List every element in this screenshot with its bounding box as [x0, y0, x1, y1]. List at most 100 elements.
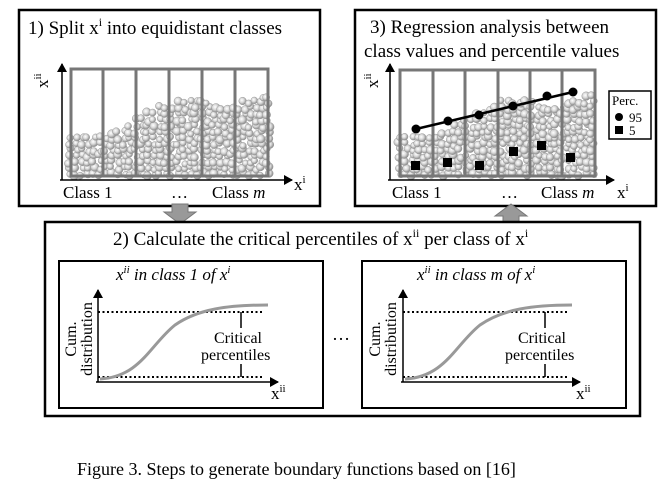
x-axis-label: xii [576, 383, 591, 403]
panel-regression: 3) Regression analysis between class val… [353, 8, 658, 208]
scatter-dot [226, 117, 234, 125]
scatter-dot [244, 123, 253, 132]
cdf-curve [99, 303, 269, 381]
class-last-label: Class m [541, 183, 594, 202]
scatter-dot [124, 122, 132, 130]
scatter-dot [250, 96, 258, 105]
scatter-dot [586, 109, 595, 118]
scatter-dot [180, 98, 188, 107]
scatter-dot [237, 115, 247, 125]
scatter-dot [172, 140, 181, 149]
scatter-dot [486, 159, 494, 167]
y-axis-label: xii [32, 73, 52, 88]
scatter-dot [178, 145, 187, 154]
scatter-dot [160, 104, 169, 112]
scatter-dot [570, 142, 578, 150]
p95-point [508, 101, 518, 111]
critical-label-line1: Critical [518, 330, 567, 347]
panel2-title: 2) Calculate the critical percentiles of… [113, 226, 529, 250]
legend: Perc. 95 5 [608, 90, 652, 140]
scatter-dot [149, 121, 159, 131]
legend-5-label: 5 [629, 123, 636, 138]
p95-point [443, 116, 453, 126]
ellipsis-label: … [501, 183, 518, 202]
subpanel-title: xii in class 1 of xi [115, 264, 230, 284]
scatter-dot [400, 133, 409, 141]
x-axis-label: xi [617, 182, 629, 202]
panel-split-classes: 1) Split xi into equidistant classes xii… [17, 8, 322, 208]
critical-label-line2: percentiles [505, 347, 574, 364]
scatter-dot [498, 166, 506, 174]
subpanel-class-m: xii in class m of xi Critical percentile… [361, 260, 627, 409]
critical-label-line1: Critical [214, 330, 263, 347]
class-first-label: Class 1 [63, 183, 113, 202]
p95-point [474, 110, 484, 120]
ellipsis-label: … [171, 183, 188, 202]
scatter-dot [73, 133, 81, 142]
scatter-dot [538, 117, 547, 126]
scatter-dot [244, 99, 253, 108]
scatter-dot [586, 102, 594, 110]
y-axis-label-line1: Cum. [63, 321, 80, 356]
class-grid [398, 68, 597, 178]
panel1-title: 1) Split xi into equidistant classes [28, 15, 282, 39]
scatter-dot [220, 123, 229, 131]
scatter-dot [178, 116, 187, 125]
scatter-dot [417, 133, 427, 143]
scatter-dot [156, 135, 164, 144]
scatter-dot [509, 127, 518, 136]
scatter-dot [239, 142, 247, 150]
subpanel-frame [361, 260, 627, 409]
scatter-dot [191, 103, 200, 112]
p95-point [568, 87, 578, 97]
scatter-dot [112, 127, 121, 136]
p5-point [537, 141, 546, 150]
scatter-dot [77, 140, 86, 149]
y-axis-label-line2: distribution [383, 302, 400, 376]
panel-critical-percentiles: 2) Calculate the critical percentiles of… [43, 220, 642, 418]
panel3-title-line2: class values and percentile values [364, 41, 619, 62]
scatter-dot [437, 129, 446, 138]
p5-points [411, 141, 575, 170]
scatter-dot [209, 158, 218, 167]
class-last-label: Class m [212, 183, 265, 202]
scatter-dot [256, 134, 266, 144]
p5-point [475, 161, 484, 170]
scatter-dot [202, 99, 210, 107]
scatter-dot [550, 105, 559, 114]
scatter-dot [148, 108, 157, 117]
scatter-dot [82, 133, 90, 142]
x-axis-label: xi [294, 174, 306, 194]
p95-points [411, 87, 578, 134]
scatter-dot [520, 134, 528, 142]
y-axis-label-line2: distribution [79, 302, 96, 376]
legend-title: Perc. [612, 93, 638, 108]
scatter-dot [187, 130, 195, 138]
p5-point [443, 158, 452, 167]
scatter-dot [148, 115, 156, 123]
p95-point [411, 124, 421, 134]
scatter-dot [187, 96, 195, 105]
figure-caption: Figure 3. Steps to generate boundary fun… [77, 459, 516, 479]
legend-95-label: 95 [629, 110, 642, 125]
scatter-dot [514, 159, 523, 168]
p5-point [411, 161, 420, 170]
subpanel-class-1: xii in class 1 of xi Critical percentile… [58, 260, 324, 409]
scatter-dot [190, 153, 199, 162]
cdf-curve [404, 303, 573, 381]
p5-point [566, 153, 575, 162]
scatter-dot [137, 114, 145, 123]
between-ellipsis: … [332, 324, 350, 344]
scatter-dot [213, 127, 223, 136]
scatter-dot [119, 141, 127, 149]
scatter-dot [549, 128, 559, 139]
scatter-dot [144, 164, 153, 172]
legend-circle-marker [615, 113, 623, 121]
x-axis-label: xii [271, 383, 286, 403]
y-axis-label: xii [362, 73, 382, 88]
class-grid [69, 67, 270, 178]
scatter-dot [175, 165, 183, 173]
flow-arrow-down [162, 203, 198, 225]
scatter-dot [546, 153, 555, 162]
